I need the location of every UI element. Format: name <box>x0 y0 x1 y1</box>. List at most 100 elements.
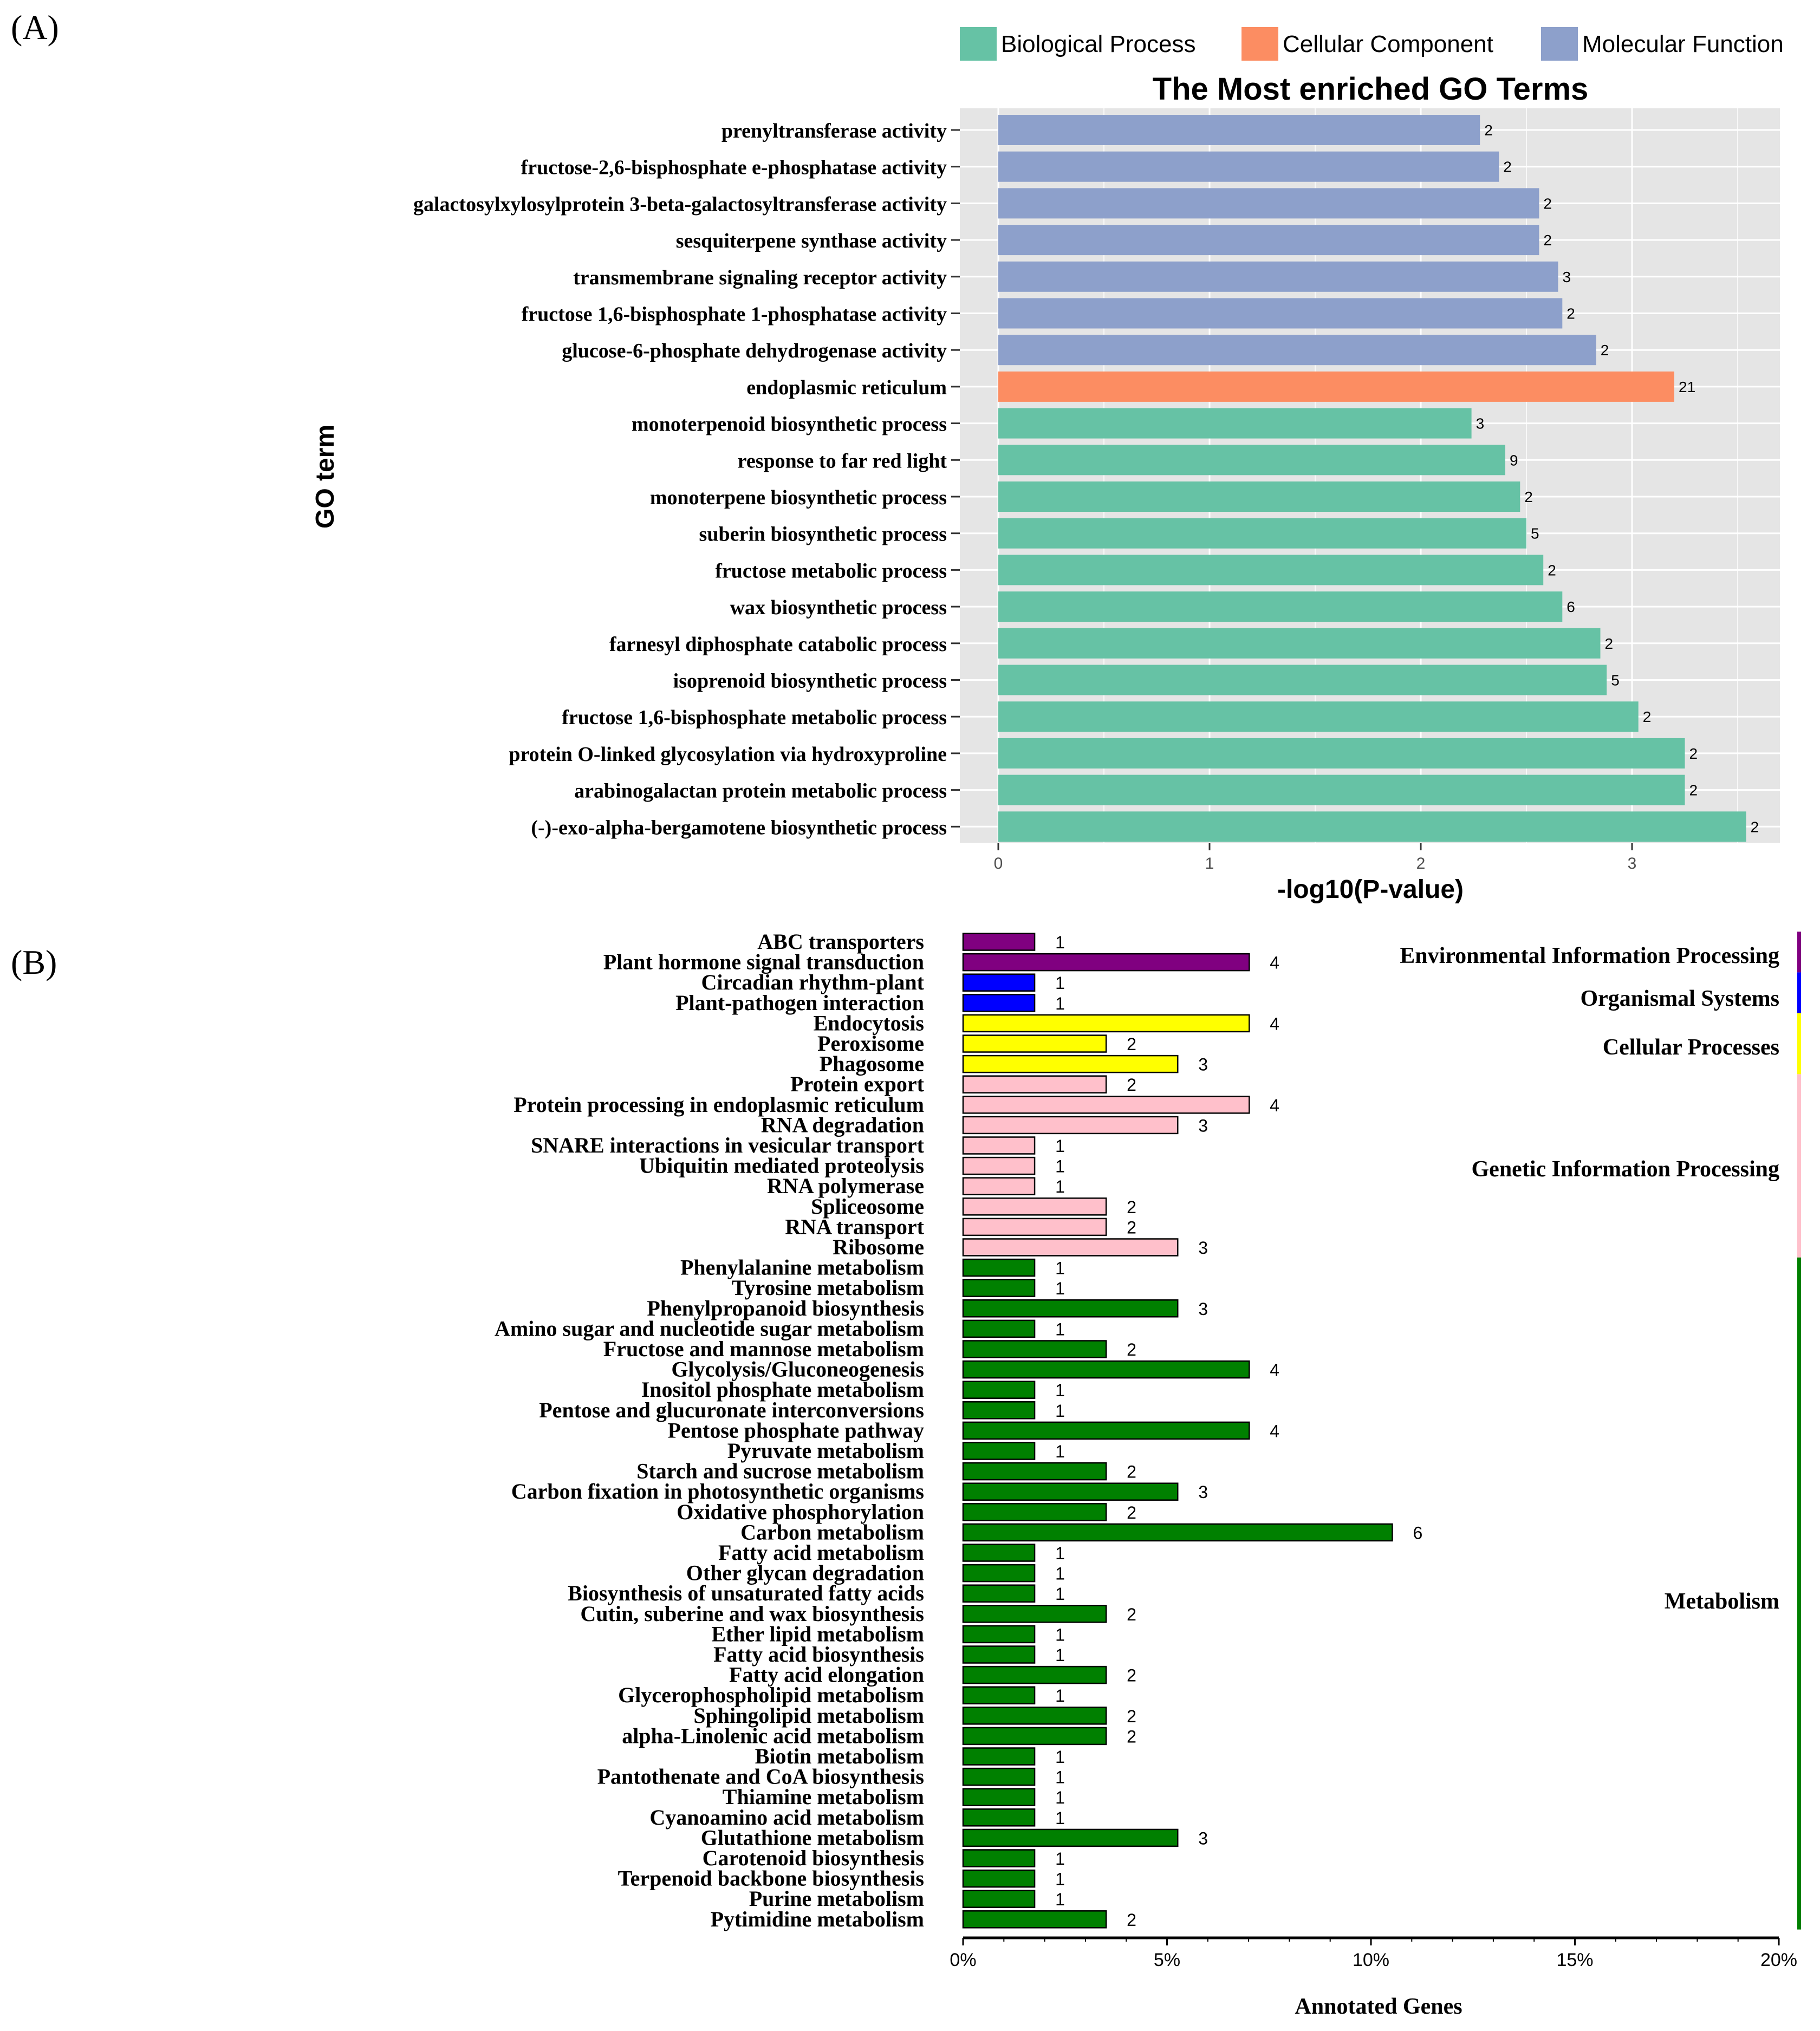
count-label: 2 <box>1543 195 1552 212</box>
bar <box>998 701 1639 732</box>
count-label: 2 <box>1548 562 1556 578</box>
category-label: transmembrane signaling receptor activit… <box>573 266 947 289</box>
category-label: Starch and sucrose metabolism <box>636 1459 924 1483</box>
count-label: 1 <box>1055 1136 1065 1156</box>
bar <box>962 1218 1107 1236</box>
category-label: alpha-Linolenic acid metabolism <box>622 1723 924 1748</box>
bar <box>962 1869 1036 1888</box>
count-label: 1 <box>1055 1890 1065 1909</box>
count-label: 1 <box>1055 1645 1065 1665</box>
bar <box>962 973 1036 992</box>
bar <box>962 1890 1036 1908</box>
bar <box>962 1503 1107 1521</box>
legend-label: Biological Process <box>1001 31 1196 57</box>
count-label: 1 <box>1055 1564 1065 1584</box>
count-label: 1 <box>1055 1544 1065 1563</box>
bar <box>962 1258 1036 1277</box>
bar <box>962 1136 1036 1155</box>
category-label: Amino sugar and nucleotide sugar metabol… <box>495 1316 924 1340</box>
bar <box>998 518 1526 549</box>
bar <box>962 1707 1107 1725</box>
count-label: 2 <box>1127 1910 1136 1930</box>
bar <box>998 445 1505 476</box>
bar <box>998 481 1520 512</box>
bar <box>962 1299 1179 1318</box>
count-label: 21 <box>1679 379 1695 395</box>
chart-title: The Most enriched GO Terms <box>1153 71 1589 107</box>
bar <box>962 1156 1036 1175</box>
count-label: 3 <box>1198 1828 1208 1848</box>
category-label: Ubiquitin mediated proteolysis <box>639 1154 924 1178</box>
x-tick-label: 20% <box>1760 1950 1797 1970</box>
category-label: Glutathione metabolism <box>701 1825 924 1850</box>
bar <box>998 408 1472 439</box>
bar <box>962 1727 1107 1746</box>
bar <box>962 1828 1179 1847</box>
count-label: 3 <box>1198 1299 1208 1319</box>
category-label: (-)-exo-alpha-bergamotene biosynthetic p… <box>531 816 947 839</box>
x-tick-label: 10% <box>1353 1950 1389 1970</box>
count-label: 6 <box>1413 1523 1422 1542</box>
category-label: sesquiterpene synthase activity <box>676 230 947 252</box>
bar <box>962 1360 1250 1379</box>
bar <box>962 1808 1036 1827</box>
category-label: Glycolysis/Gluconeogenesis <box>671 1357 924 1382</box>
bar <box>962 994 1036 1012</box>
count-label: 1 <box>1055 973 1065 993</box>
bar <box>998 335 1596 366</box>
count-label: 2 <box>1605 635 1614 652</box>
bar <box>962 1421 1250 1440</box>
category-label: arabinogalactan protein metabolic proces… <box>574 780 947 803</box>
category-label: Oxidative phosphorylation <box>677 1500 924 1524</box>
bar <box>962 1625 1036 1644</box>
bar <box>962 1177 1036 1195</box>
category-label: fructose 1,6-bisphosphate metabolic proc… <box>562 706 947 729</box>
count-label: 2 <box>1127 1340 1136 1359</box>
count-label: 3 <box>1198 1055 1208 1075</box>
count-label: 2 <box>1127 1605 1136 1624</box>
bar <box>962 1075 1107 1093</box>
count-label: 5 <box>1611 672 1620 689</box>
bar <box>962 1849 1036 1867</box>
count-label: 2 <box>1127 1462 1136 1482</box>
bar <box>998 151 1499 182</box>
legend-swatch <box>1242 27 1278 61</box>
bar <box>998 811 1746 842</box>
x-ticks: 0 1 2 3 <box>994 843 1636 873</box>
category-label: Pentose phosphate pathway <box>668 1418 924 1442</box>
count-label: 1 <box>1055 1849 1065 1869</box>
count-label: 3 <box>1198 1238 1208 1258</box>
category-label: Glycerophospholipid metabolism <box>618 1683 924 1707</box>
bar <box>962 953 1250 972</box>
category-label: prenyltransferase activity <box>722 120 947 142</box>
bar <box>962 1197 1107 1216</box>
count-label: 4 <box>1270 1421 1279 1441</box>
legend-label: Cellular Component <box>1283 31 1493 57</box>
bar <box>962 1544 1036 1562</box>
bar <box>962 1381 1036 1399</box>
bar <box>998 738 1685 769</box>
count-label: 1 <box>1055 1747 1065 1767</box>
bar <box>962 1401 1036 1420</box>
count-label: 2 <box>1127 1707 1136 1726</box>
y-axis-title: GO term <box>311 425 340 529</box>
bar <box>962 1564 1036 1583</box>
category-label: isoprenoid biosynthetic process <box>673 670 947 693</box>
category-label: Peroxisome <box>817 1031 924 1056</box>
bar <box>962 1605 1107 1623</box>
panel-b-label: (B) <box>11 943 57 981</box>
category-label: Cyanoamino acid metabolism <box>649 1805 924 1830</box>
count-label: 1 <box>1055 1381 1065 1400</box>
bar <box>962 1238 1179 1257</box>
group-band <box>1797 972 1801 1013</box>
count-label: 2 <box>1127 1727 1136 1746</box>
x-axis-title: Annotated Genes <box>1295 1994 1462 2019</box>
count-label: 9 <box>1510 452 1518 468</box>
count-label: 4 <box>1270 1096 1279 1115</box>
category-label: fructose-2,6-bisphosphate e-phosphatase … <box>521 157 947 179</box>
count-label: 4 <box>1270 1360 1279 1380</box>
count-label: 1 <box>1055 1625 1065 1644</box>
category-label: Plant-pathogen interaction <box>675 991 924 1015</box>
